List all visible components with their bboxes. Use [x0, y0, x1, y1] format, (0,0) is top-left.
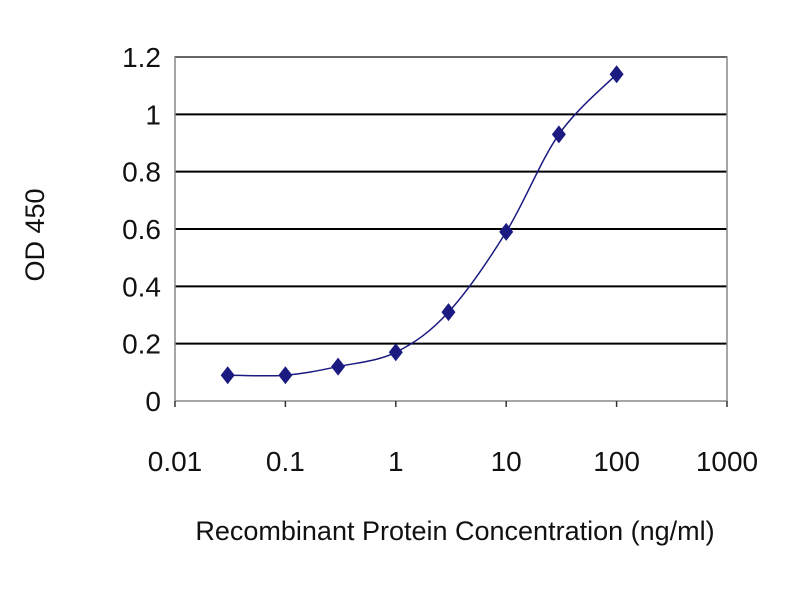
x-tick-label: 1000	[696, 446, 758, 477]
y-tick-label: 0.6	[122, 214, 161, 245]
y-tick-label: 0	[145, 386, 161, 417]
x-tick-label: 0.1	[266, 446, 305, 477]
y-tick-label: 0.2	[122, 329, 161, 360]
data-point-marker	[331, 357, 346, 376]
y-axis-label: OD 450	[20, 188, 50, 281]
x-tick-label: 0.01	[148, 446, 203, 477]
series-line	[227, 73, 618, 377]
y-tick-label: 0.8	[122, 157, 161, 188]
plot-area	[174, 56, 728, 402]
data-point-marker	[499, 222, 514, 241]
x-tick-label: 100	[593, 446, 640, 477]
data-point-marker	[220, 366, 235, 385]
gridlines	[175, 56, 727, 345]
x-tick-label: 1	[388, 446, 404, 477]
x-axis-label: Recombinant Protein Concentration (ng/ml…	[195, 516, 714, 546]
y-tick-label: 1	[145, 99, 161, 130]
data-point-marker	[388, 343, 403, 362]
y-tick-label: 0.4	[122, 271, 161, 302]
data-point-marker	[551, 125, 566, 144]
x-tick-label: 10	[491, 446, 522, 477]
data-point-marker	[441, 303, 456, 322]
data-point-marker	[278, 366, 293, 385]
data-point-marker	[609, 65, 624, 84]
y-tick-label: 1.2	[122, 42, 161, 73]
